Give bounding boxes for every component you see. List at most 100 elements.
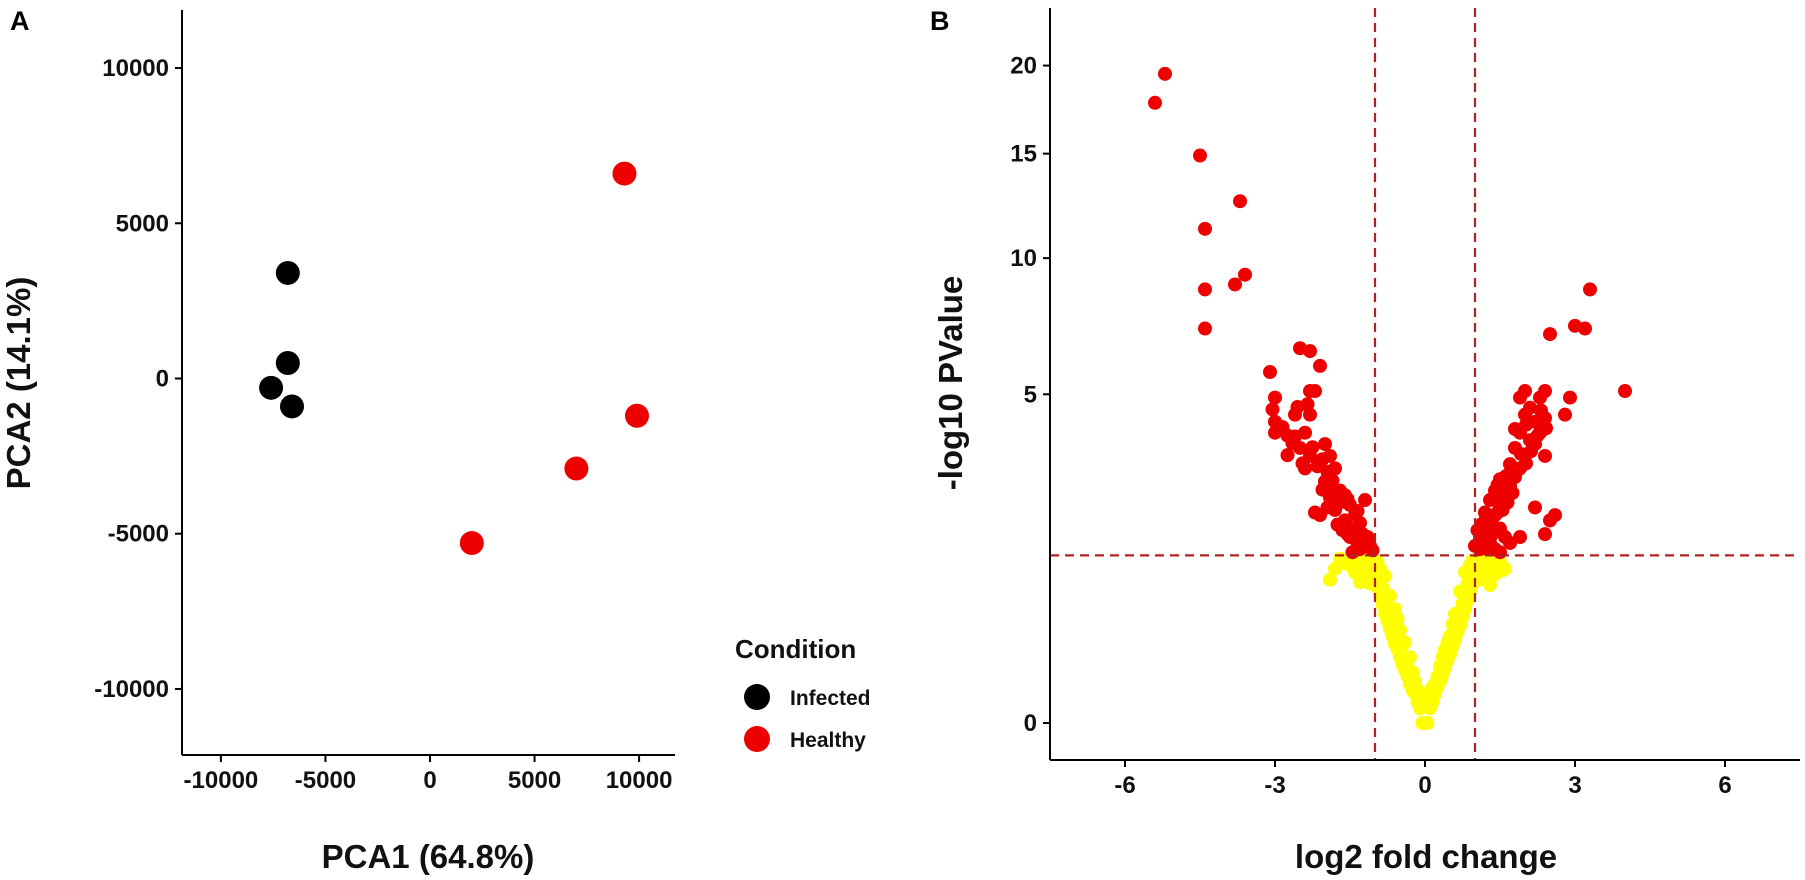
volcano-point-significant <box>1518 384 1532 399</box>
pca-point-healthy <box>564 456 589 481</box>
volcano-point-nonsignificant <box>1435 650 1450 665</box>
volcano-point-nonsignificant <box>1495 563 1510 578</box>
volcano-y-tick-label: 10 <box>1010 245 1037 272</box>
legend-label-healthy: Healthy <box>790 729 866 752</box>
volcano-point-nonsignificant <box>1395 638 1410 653</box>
pca-point-healthy <box>459 531 484 556</box>
pca-y-axis-title: PCA2 (14.1%) <box>0 277 37 490</box>
volcano-point-nonsignificant <box>1355 561 1370 576</box>
pca-x-tick-label: -5000 <box>295 767 356 794</box>
volcano-point-significant <box>1318 437 1332 452</box>
volcano-point-significant <box>1325 481 1340 496</box>
volcano-point-significant <box>1538 384 1552 399</box>
panel-label-a: A <box>10 6 30 36</box>
volcano-point-nonsignificant <box>1338 556 1352 571</box>
volcano-point-significant <box>1543 327 1557 342</box>
volcano-point-significant <box>1228 277 1242 292</box>
volcano-point-significant <box>1558 407 1572 422</box>
legend: Condition Infected Healthy <box>735 634 871 752</box>
volcano-y-tick-label: 20 <box>1010 53 1037 80</box>
volcano-point-significant <box>1158 66 1172 81</box>
volcano-point-significant <box>1193 148 1207 163</box>
volcano-point-nonsignificant <box>1420 716 1435 730</box>
pca-point-infected <box>275 350 300 375</box>
volcano-point-significant <box>1499 481 1513 496</box>
volcano-point-significant <box>1360 530 1375 545</box>
volcano-point-nonsignificant <box>1458 565 1472 580</box>
volcano-y-axis-title: -log10 PValue <box>932 276 969 491</box>
pca-plot: -10000 -5000 0 5000 10000 -10000 -5000 0 5000 100… <box>0 10 675 875</box>
volcano-point-significant <box>1295 456 1310 471</box>
pca-x-tick-label: 10000 <box>606 767 673 794</box>
pca-y-tick-label: -10000 <box>94 676 169 703</box>
pca-point-healthy <box>612 161 637 186</box>
volcano-x-tick-label: 6 <box>1718 772 1731 799</box>
volcano-point-significant <box>1528 500 1542 515</box>
volcano-point-significant <box>1340 492 1355 507</box>
pca-y-tick-label: 0 <box>156 366 169 393</box>
volcano-point-nonsignificant <box>1450 612 1465 627</box>
volcano-point-nonsignificant <box>1400 653 1415 668</box>
volcano-point-significant <box>1313 358 1327 373</box>
volcano-point-significant <box>1298 425 1312 440</box>
volcano-point-nonsignificant <box>1455 596 1470 611</box>
volcano-point-significant <box>1563 390 1577 405</box>
volcano-point-significant <box>1305 440 1320 455</box>
volcano-y-tick-label: 5 <box>1024 381 1037 408</box>
legend-title: Condition <box>735 634 856 664</box>
volcano-point-significant <box>1198 282 1212 297</box>
volcano-point-nonsignificant <box>1470 571 1485 586</box>
volcano-point-significant <box>1504 463 1518 478</box>
volcano-y-tick-label: 0 <box>1024 710 1037 737</box>
volcano-point-significant <box>1280 428 1295 443</box>
volcano-point-significant <box>1330 517 1345 532</box>
volcano-point-significant <box>1513 530 1527 545</box>
panel-label-b: B <box>930 6 950 36</box>
pca-x-tick-label: 0 <box>423 767 436 794</box>
volcano-point-nonsignificant <box>1440 635 1455 650</box>
volcano-point-significant <box>1538 527 1552 542</box>
volcano-point-nonsignificant <box>1375 580 1390 595</box>
volcano-point-significant <box>1303 384 1317 399</box>
volcano-point-nonsignificant <box>1408 674 1422 689</box>
volcano-point-significant <box>1578 321 1592 336</box>
volcano-point-significant <box>1320 464 1335 479</box>
volcano-point-significant <box>1539 421 1553 436</box>
volcano-point-significant <box>1534 403 1548 418</box>
volcano-x-tick-label: -3 <box>1264 772 1285 799</box>
volcano-point-significant <box>1523 400 1537 415</box>
pca-x-tick-label: -10000 <box>184 767 259 794</box>
volcano-y-tick-label: 15 <box>1010 141 1037 168</box>
volcano-point-significant <box>1489 490 1503 505</box>
volcano-point-significant <box>1300 397 1315 412</box>
volcano-point-significant <box>1293 341 1307 356</box>
pca-point-infected <box>280 394 304 419</box>
volcano-x-tick-label: -6 <box>1114 772 1135 799</box>
volcano-x-axis-title: log2 fold change <box>1295 838 1557 875</box>
volcano-point-significant <box>1548 508 1562 523</box>
pca-y-tick-label: -5000 <box>108 521 169 548</box>
volcano-point-significant <box>1265 402 1280 417</box>
volcano-point-significant <box>1519 417 1533 432</box>
pca-y-tick-label: 10000 <box>102 55 169 82</box>
volcano-point-significant <box>1358 493 1372 508</box>
volcano-point-significant <box>1538 448 1552 463</box>
volcano-point-significant <box>1280 448 1295 463</box>
volcano-point-significant <box>1148 95 1162 110</box>
volcano-point-significant <box>1514 446 1528 461</box>
legend-marker-healthy <box>744 726 770 752</box>
volcano-point-significant <box>1345 545 1360 560</box>
volcano-point-significant <box>1320 500 1335 515</box>
volcano-point-significant <box>1263 365 1277 380</box>
volcano-x-tick-label: 3 <box>1568 772 1581 799</box>
volcano-point-nonsignificant <box>1378 568 1392 583</box>
pca-x-tick-label: 5000 <box>508 767 561 794</box>
volcano-point-significant <box>1508 421 1522 436</box>
pca-y-tick-label: 5000 <box>116 210 169 237</box>
volcano-point-nonsignificant <box>1393 623 1407 638</box>
volcano-point-significant <box>1315 452 1330 467</box>
pca-point-infected <box>259 375 284 400</box>
volcano-point-significant <box>1350 503 1365 518</box>
volcano-point-significant <box>1268 390 1282 405</box>
